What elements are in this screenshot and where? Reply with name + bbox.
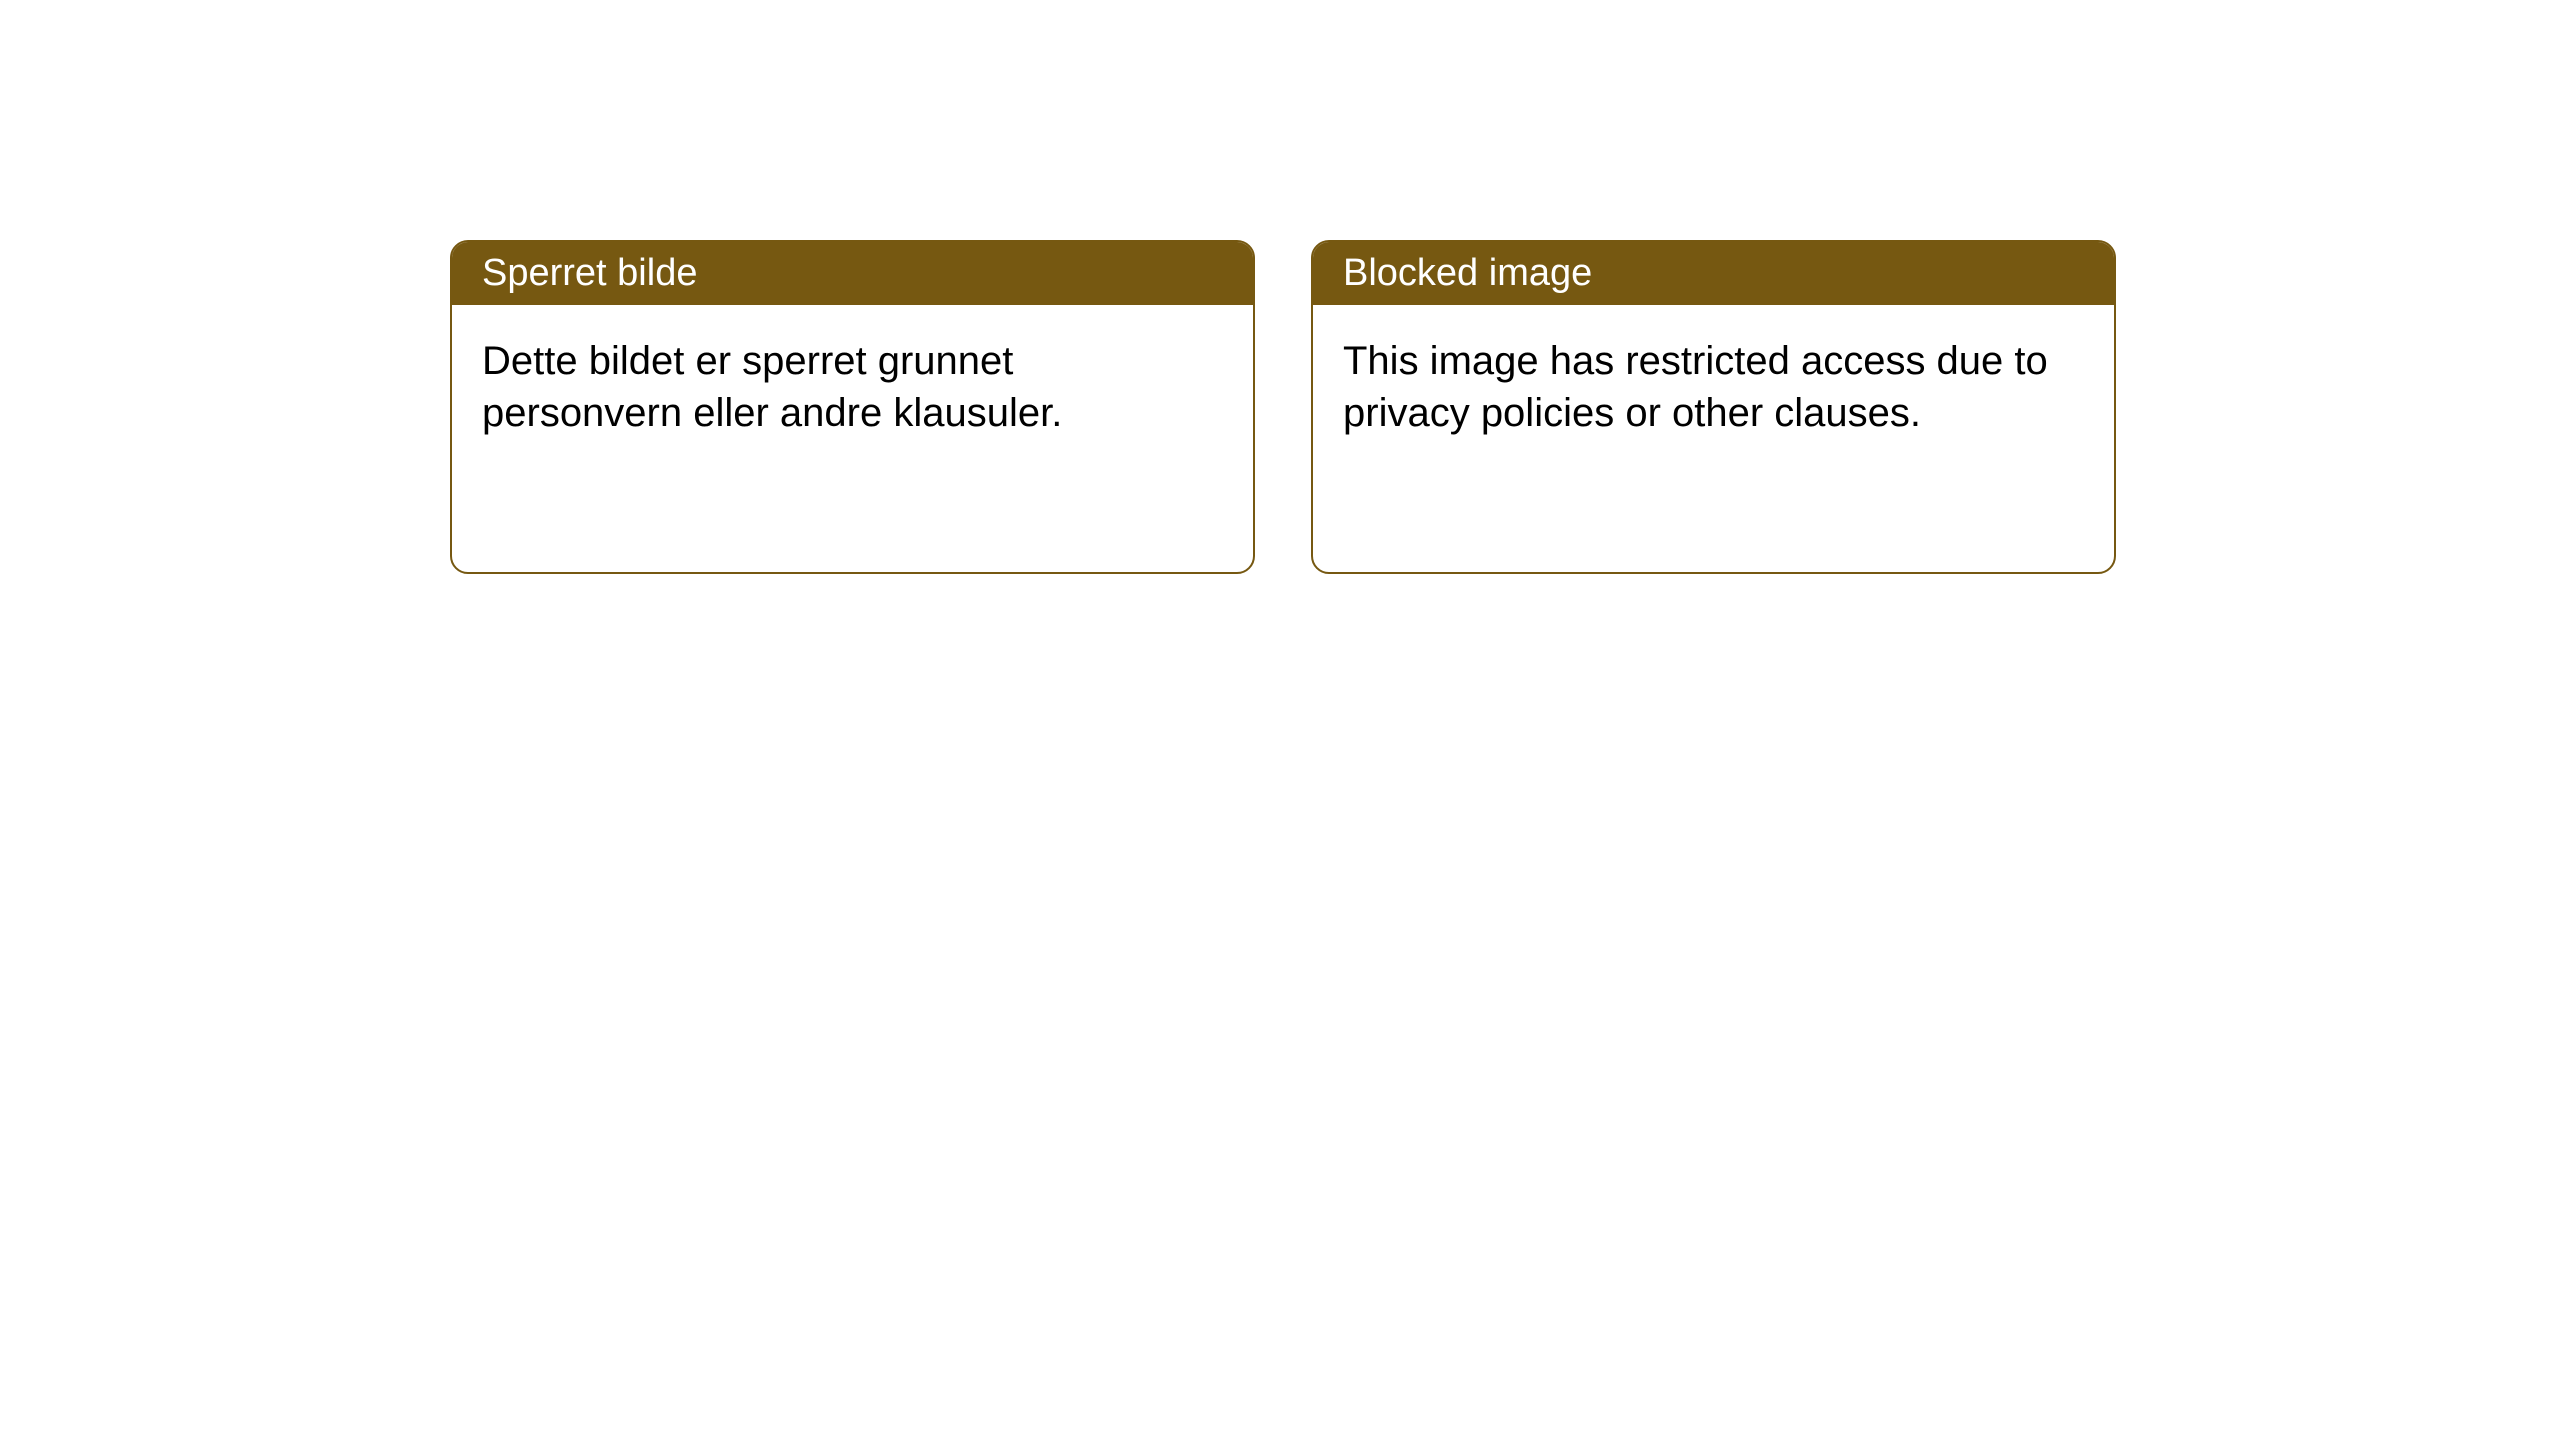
card-body-en: This image has restricted access due to … xyxy=(1313,305,2114,469)
card-title-no: Sperret bilde xyxy=(482,252,697,294)
card-container: Sperret bilde Dette bildet er sperret gr… xyxy=(0,0,2560,574)
card-text-no: Dette bildet er sperret grunnet personve… xyxy=(482,339,1062,435)
card-header-en: Blocked image xyxy=(1313,242,2114,305)
card-body-no: Dette bildet er sperret grunnet personve… xyxy=(452,305,1253,469)
notice-card-no: Sperret bilde Dette bildet er sperret gr… xyxy=(450,240,1255,574)
notice-card-en: Blocked image This image has restricted … xyxy=(1311,240,2116,574)
card-text-en: This image has restricted access due to … xyxy=(1343,339,2048,435)
card-header-no: Sperret bilde xyxy=(452,242,1253,305)
card-title-en: Blocked image xyxy=(1343,252,1592,294)
